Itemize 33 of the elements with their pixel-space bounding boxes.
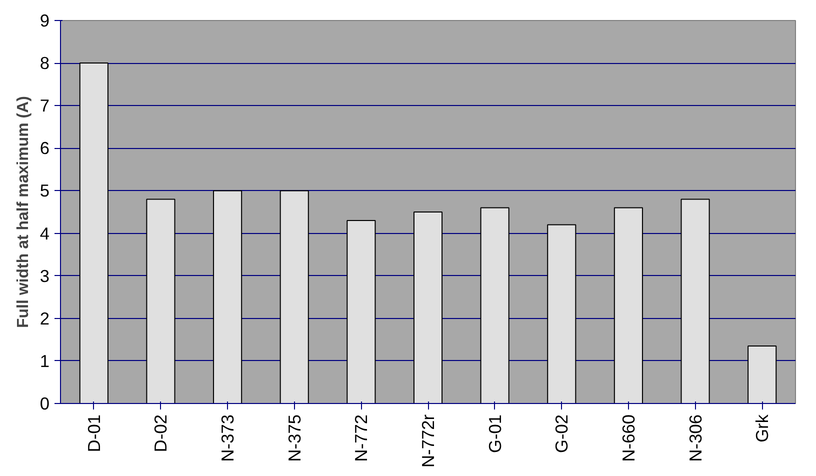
x-tick-label: N-772	[351, 414, 372, 462]
y-tick-label: 2	[40, 308, 50, 328]
x-tick-label: D-01	[84, 414, 104, 452]
bar	[547, 224, 576, 404]
x-tick-label: D-02	[150, 414, 171, 452]
bar	[346, 220, 376, 404]
y-tick-label: 8	[40, 53, 50, 74]
y-tick-label: 0	[40, 394, 50, 414]
x-tick-label: N-660	[618, 414, 638, 462]
bar	[280, 190, 309, 404]
y-tick-label: 4	[40, 223, 50, 244]
y-tick-label: 5	[40, 180, 50, 201]
x-tick-label: G-01	[484, 414, 505, 454]
bar	[213, 190, 242, 404]
bar	[413, 212, 443, 404]
y-tick-label: 3	[40, 266, 50, 286]
x-tick-label: Grk	[752, 414, 772, 442]
bar	[480, 207, 510, 404]
bar	[680, 198, 710, 404]
bar	[79, 62, 108, 404]
y-tick-label: 7	[40, 96, 50, 116]
y-tick-label: 9	[40, 10, 50, 30]
bar	[146, 198, 176, 404]
x-tick-label: N-375	[284, 414, 304, 462]
x-tick-label: N-306	[685, 414, 706, 462]
y-tick-label: 6	[40, 138, 50, 158]
x-tick-label: N-373	[218, 414, 238, 462]
bar	[748, 346, 777, 404]
y-axis-title: Full width at half maximum (A)	[14, 96, 32, 328]
y-tick-label: 1	[40, 350, 50, 371]
x-tick-label: G-02	[552, 414, 572, 454]
bar	[614, 207, 643, 404]
x-tick-label: N-772r	[418, 414, 438, 468]
